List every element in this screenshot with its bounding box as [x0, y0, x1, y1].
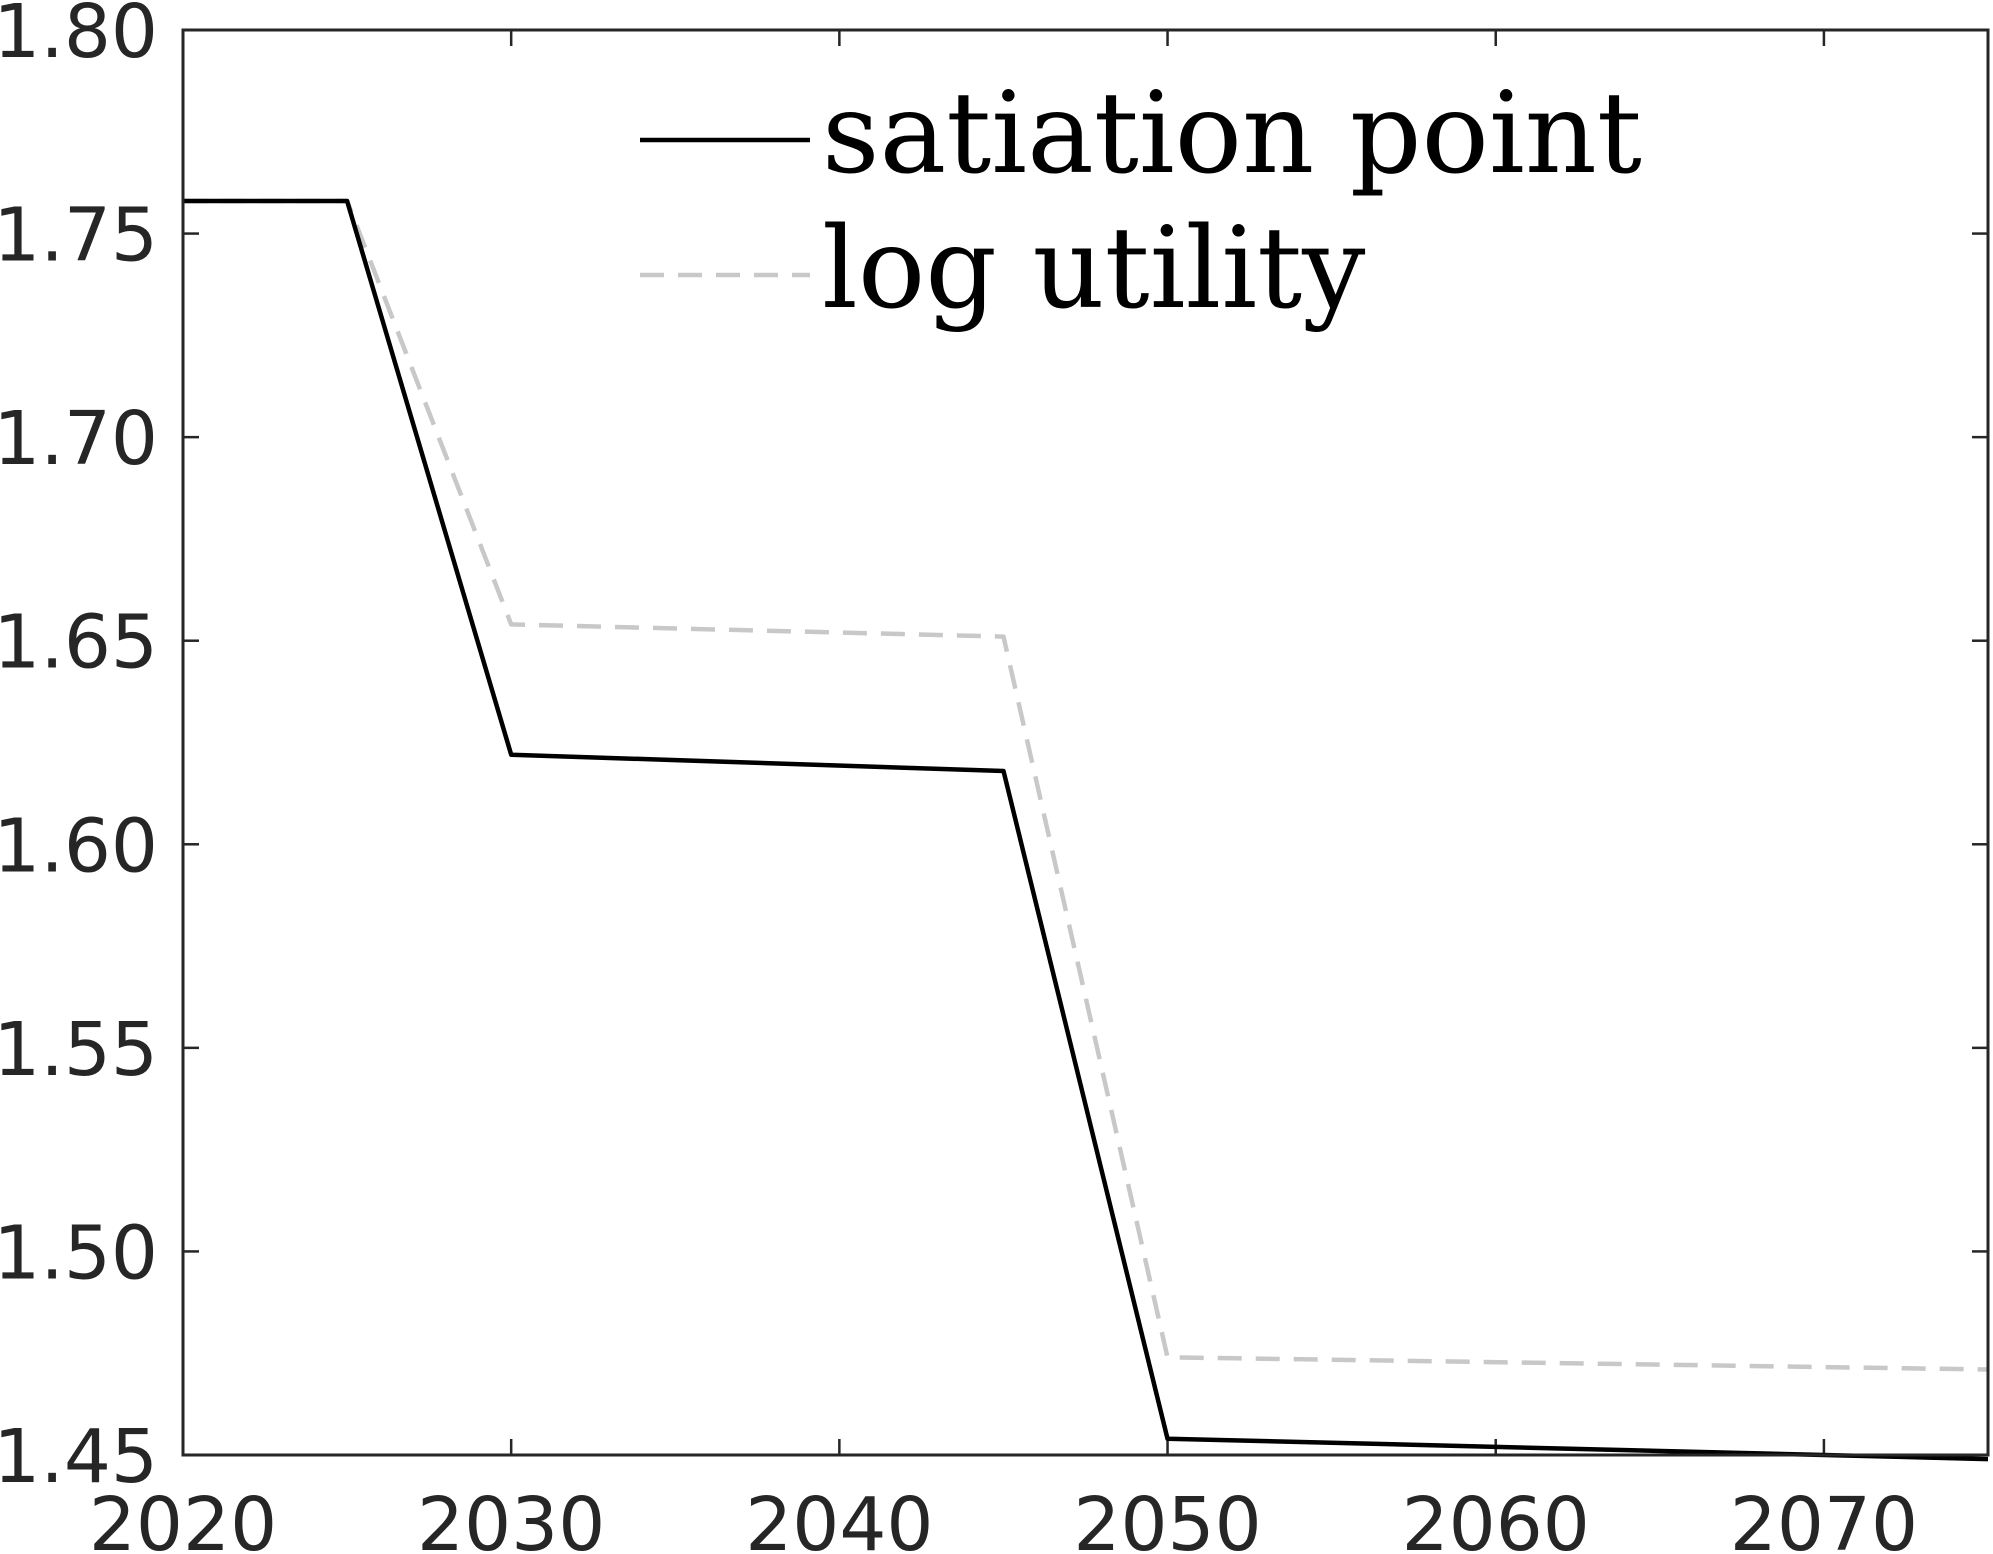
y-tick-label: 1.70 — [0, 396, 158, 482]
x-axis-tick-labels: 2020 2030 2040 2050 2060 2070 — [89, 1482, 1918, 1554]
x-tick-label: 2070 — [1730, 1482, 1918, 1554]
y-tick-label: 1.45 — [0, 1414, 158, 1500]
plot-area-frame — [181, 28, 1990, 1457]
y-axis-tick-labels: 1.45 1.50 1.55 1.60 1.65 1.70 1.75 1.80 — [0, 0, 158, 1500]
x-tick-label: 2050 — [1073, 1482, 1261, 1554]
legend-label-log-utility: log utility — [822, 204, 1365, 334]
y-tick-label: 1.65 — [0, 600, 158, 686]
x-tick-label: 2030 — [417, 1482, 605, 1554]
y-tick-label: 1.50 — [0, 1210, 158, 1296]
x-tick-label: 2040 — [745, 1482, 933, 1554]
legend-label-satiation-point: satiation point — [822, 69, 1642, 199]
x-tick-label: 2020 — [89, 1482, 277, 1554]
y-tick-label: 1.75 — [0, 193, 158, 279]
series-lines — [183, 198, 1989, 1462]
x-tick-label: 2060 — [1402, 1482, 1590, 1554]
y-tick-label: 1.55 — [0, 1007, 158, 1093]
axis-ticks — [181, 28, 1988, 1457]
series-line-satiation-point — [183, 198, 1989, 1462]
y-tick-label: 1.60 — [0, 803, 158, 889]
y-tick-label: 1.80 — [0, 0, 158, 75]
